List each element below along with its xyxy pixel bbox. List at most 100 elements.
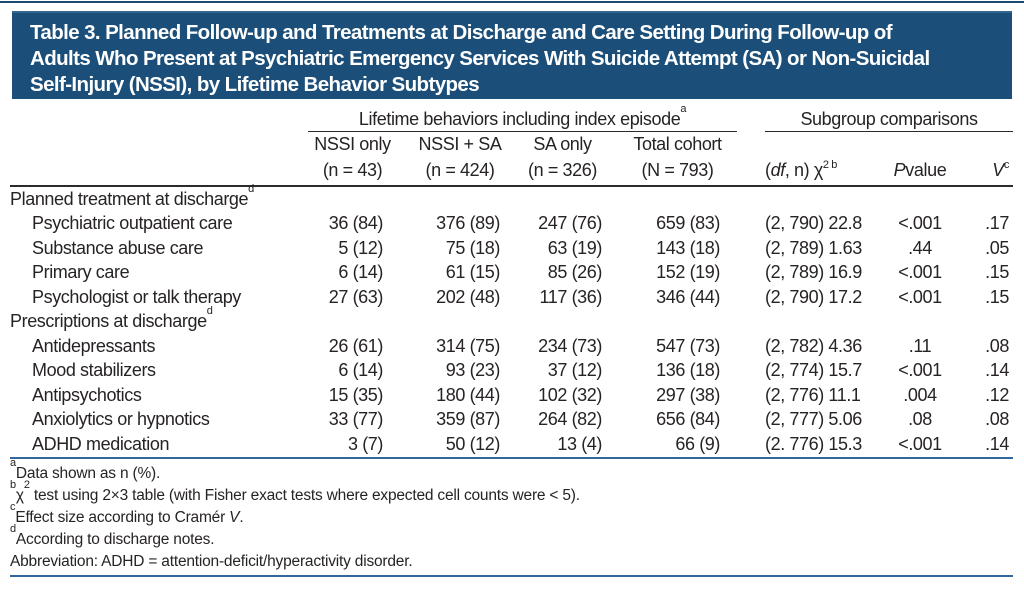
footnote: dAccording to discharge notes. [10, 523, 215, 548]
table-row: Antidepressants 26 (61) 314 (75) 234 (73) 54… [10, 334, 1013, 359]
table-cell: (2, 790) 22.8 [765, 213, 862, 234]
row-label: Antipsychotics [32, 384, 142, 405]
table-cell: 247 (76) [538, 213, 602, 234]
table-title-line-3: Self-Injury (NSSI), by Lifetime Behavior… [30, 73, 480, 96]
table-row: Mood stabilizers 6 (14) 93 (23) 37 (12) 136 … [10, 359, 1013, 384]
top-rule [0, 1, 1024, 3]
table-cell: (2, 777) 5.06 [765, 409, 862, 430]
table-cell: <.001 [898, 213, 942, 234]
column-header-sa-only-n: (n = 326) [528, 160, 597, 180]
spanner-lifetime-behaviors: Lifetime behaviors including index episo… [308, 104, 737, 132]
column-header-nssi-only-n: (n = 43) [322, 160, 383, 180]
table-cell: .15 [985, 286, 1009, 307]
table-cell: 346 (44) [656, 286, 720, 307]
table-section-row: Prescriptions at discharged [10, 305, 1013, 335]
footnote: Abbreviation: ADHD = attention-deficit/h… [10, 552, 413, 570]
footnote: cEffect size according to Cramér V. [10, 501, 244, 526]
table-cell: 202 (48) [436, 286, 500, 307]
row-label: ADHD medication [32, 433, 170, 454]
table-cell: 6 (14) [338, 360, 383, 381]
table-cell: 547 (73) [656, 335, 720, 356]
table-cell: 75 (18) [445, 237, 501, 258]
table-cell: 376 (89) [436, 213, 500, 234]
footnotes: aData shown as n (%). bχ2 test using 2×3 … [10, 457, 1013, 573]
table-cell: 6 (14) [338, 262, 383, 283]
table-cell: 143 (18) [656, 237, 720, 258]
table-cell: <.001 [898, 360, 942, 381]
table-cell: .44 [908, 237, 932, 258]
table-cell: (2, 782) 4.36 [765, 335, 862, 356]
spanner-lifetime-text: Lifetime behaviors including index episo… [358, 109, 681, 129]
table-cell: 656 (84) [656, 409, 720, 430]
column-header-nssi-only: NSSI only [314, 133, 391, 154]
table-cell: 37 (12) [547, 360, 603, 381]
table-cell: 314 (75) [436, 335, 500, 356]
table-cell: 36 (84) [328, 213, 384, 234]
row-label: Planned treatment at discharged [10, 182, 254, 209]
column-header-p-value: P value [893, 160, 947, 180]
table-cell: .08 [908, 409, 932, 430]
table-row: Psychologist or talk therapy 27 (63) 202 (… [10, 285, 1013, 310]
row-label: Prescriptions at discharged [10, 305, 213, 332]
table-title-bar: Table 3. Planned Follow-up and Treatment… [12, 11, 1012, 99]
table-cell: 85 (26) [547, 262, 603, 283]
table-row: Primary care 6 (14) 61 (15) 85 (26) 152 (19)… [10, 261, 1013, 286]
table-cell: 61 (15) [445, 262, 501, 283]
table-cell: .004 [903, 384, 937, 405]
table-cell: (2, 789) 1.63 [765, 237, 862, 258]
table-row: ADHD medication 3 (7) 50 (12) 13 (4) 66 (9) (… [10, 432, 1013, 457]
table-section-row: Planned treatment at discharged [10, 182, 1013, 212]
table-cell: (2, 789) 16.9 [765, 262, 862, 283]
table-cell: (2, 774) 15.7 [765, 360, 862, 381]
table-cell: .17 [985, 213, 1009, 234]
spanner-subgroup-text: Subgroup comparisons [800, 109, 978, 129]
table-row: Antipsychotics 15 (35) 180 (44) 102 (32) 297… [10, 383, 1013, 408]
table-cell: .14 [985, 360, 1009, 381]
table-body: Planned treatment at discharged Psychiatr… [10, 182, 1013, 457]
table-cell: 33 (77) [328, 409, 384, 430]
table-cell: <.001 [898, 286, 942, 307]
table-cell: 102 (32) [538, 384, 602, 405]
footnote: aData shown as n (%). [10, 457, 161, 482]
table-cell: 66 (9) [675, 433, 720, 454]
table-cell: (2. 776) 15.3 [765, 433, 862, 454]
column-header-nssi-sa-n: (n = 424) [425, 160, 495, 180]
footnote-divider-rule [10, 456, 1013, 459]
table-cell: 63 (19) [547, 237, 603, 258]
table-row: Substance abuse care 5 (12) 75 (18) 63 (19)… [10, 236, 1013, 261]
table-cell: 3 (7) [347, 433, 383, 454]
table-header: Lifetime behaviors including index episo… [10, 104, 1013, 187]
table-cell: 93 (23) [445, 360, 501, 381]
table-cell: <.001 [898, 262, 942, 283]
table-row: Psychiatric outpatient care 36 (84) 376 (8… [10, 212, 1013, 237]
table-cell: 15 (35) [328, 384, 384, 405]
row-label: Antidepressants [32, 335, 156, 356]
table-cell: <.001 [898, 433, 942, 454]
row-label: Psychiatric outpatient care [32, 213, 233, 234]
table-cell: .15 [985, 262, 1009, 283]
table-cell: 136 (18) [656, 360, 720, 381]
table-cell: 50 (12) [445, 433, 501, 454]
spanner-lifetime-sup: a [680, 103, 687, 115]
table-cell: .08 [985, 409, 1009, 430]
table-cell: 180 (44) [436, 384, 500, 405]
table-cell: 13 (4) [557, 433, 602, 454]
table-cell: .14 [985, 433, 1009, 454]
row-label: Anxiolytics or hypnotics [32, 409, 210, 430]
table-cell: (2, 776) 11.1 [765, 384, 861, 405]
table-cell: .05 [985, 237, 1009, 258]
table-row: Anxiolytics or hypnotics 33 (77) 359 (87) 2… [10, 408, 1013, 433]
table-cell: 117 (36) [539, 286, 602, 307]
table-title-line-2: Adults Who Present at Psychiatric Emerge… [30, 47, 930, 70]
column-header-total-cohort-n: (N = 793) [641, 160, 714, 180]
table-cell: 5 (12) [338, 237, 383, 258]
table-cell: .12 [985, 384, 1009, 405]
table-cell: 152 (19) [656, 262, 720, 283]
table-cell: 27 (63) [328, 286, 384, 307]
table-cell: 264 (82) [538, 409, 602, 430]
table-cell: .08 [985, 335, 1009, 356]
table-cell: 26 (61) [328, 335, 384, 356]
